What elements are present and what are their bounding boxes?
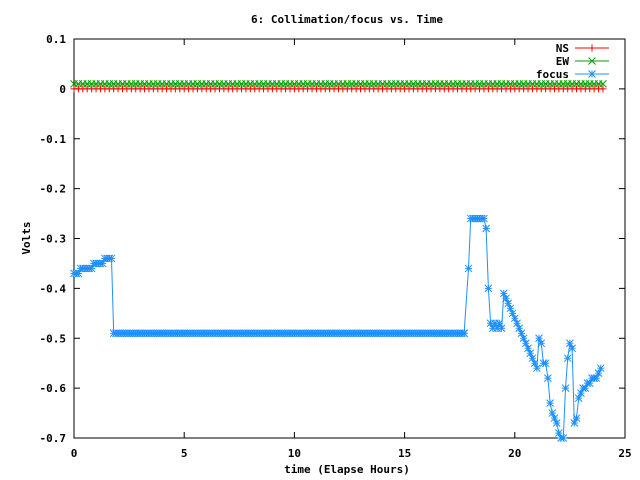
data-point-focus bbox=[572, 414, 581, 422]
series-layer bbox=[70, 80, 607, 442]
data-point-focus bbox=[546, 399, 554, 407]
legend-label-focus: focus bbox=[536, 68, 569, 81]
data-point-focus bbox=[480, 214, 488, 223]
legend-marker-EW bbox=[588, 57, 596, 65]
data-point-EW bbox=[599, 80, 607, 88]
series-NS bbox=[70, 85, 607, 93]
data-point-focus bbox=[552, 419, 561, 427]
data-point-focus bbox=[561, 384, 570, 392]
data-point-focus bbox=[559, 434, 568, 442]
x-axis: 0 5 10 15 20 25 bbox=[71, 39, 632, 460]
y-tick-label: -0.3 bbox=[40, 233, 67, 246]
y-tick-label: -0.5 bbox=[40, 332, 67, 345]
x-tick-label: 15 bbox=[398, 447, 411, 460]
y-tick-label: -0.6 bbox=[40, 382, 67, 395]
y-tick-label: 0 bbox=[59, 83, 66, 96]
data-point-focus bbox=[460, 329, 468, 338]
y-tick-label: -0.4 bbox=[40, 282, 67, 295]
plot-frame bbox=[73, 38, 626, 439]
legend-marker-NS bbox=[588, 44, 596, 52]
y-axis-label: Volts bbox=[20, 221, 33, 254]
series-EW bbox=[70, 80, 607, 88]
chart-title: 6: Collimation/focus vs. Time bbox=[251, 13, 443, 26]
x-tick-label: 10 bbox=[288, 447, 301, 460]
x-tick-label: 5 bbox=[181, 447, 188, 460]
series-focus bbox=[70, 214, 605, 442]
x-tick-label: 25 bbox=[618, 447, 631, 460]
data-point-NS bbox=[599, 85, 607, 93]
x-tick-label: 20 bbox=[508, 447, 521, 460]
legend-marker-focus bbox=[588, 70, 596, 78]
legend-label-EW: EW bbox=[556, 55, 570, 68]
data-point-focus bbox=[537, 339, 546, 348]
y-tick-label: -0.7 bbox=[40, 432, 67, 445]
data-point-focus bbox=[544, 374, 552, 383]
data-point-focus bbox=[563, 354, 572, 363]
data-point-focus bbox=[596, 364, 605, 373]
y-axis: 0.1 0 -0.1 -0.2 -0.3 -0.4 -0.5 -0.6 -0.7 bbox=[40, 33, 625, 445]
y-tick-label: 0.1 bbox=[46, 33, 66, 46]
data-point-focus bbox=[484, 284, 493, 293]
data-point-focus bbox=[532, 364, 541, 373]
data-point-focus bbox=[107, 254, 116, 263]
y-tick-label: -0.2 bbox=[40, 183, 67, 196]
data-point-focus bbox=[482, 224, 491, 233]
data-point-focus bbox=[497, 324, 506, 333]
x-axis-label: time (Elapse Hours) bbox=[284, 463, 410, 476]
data-point-focus bbox=[464, 264, 473, 273]
y-tick-label: -0.1 bbox=[40, 133, 67, 146]
legend-label-NS: NS bbox=[556, 42, 569, 55]
data-point-focus bbox=[541, 359, 550, 368]
x-tick-label: 0 bbox=[71, 447, 78, 460]
data-point-focus bbox=[568, 344, 576, 353]
